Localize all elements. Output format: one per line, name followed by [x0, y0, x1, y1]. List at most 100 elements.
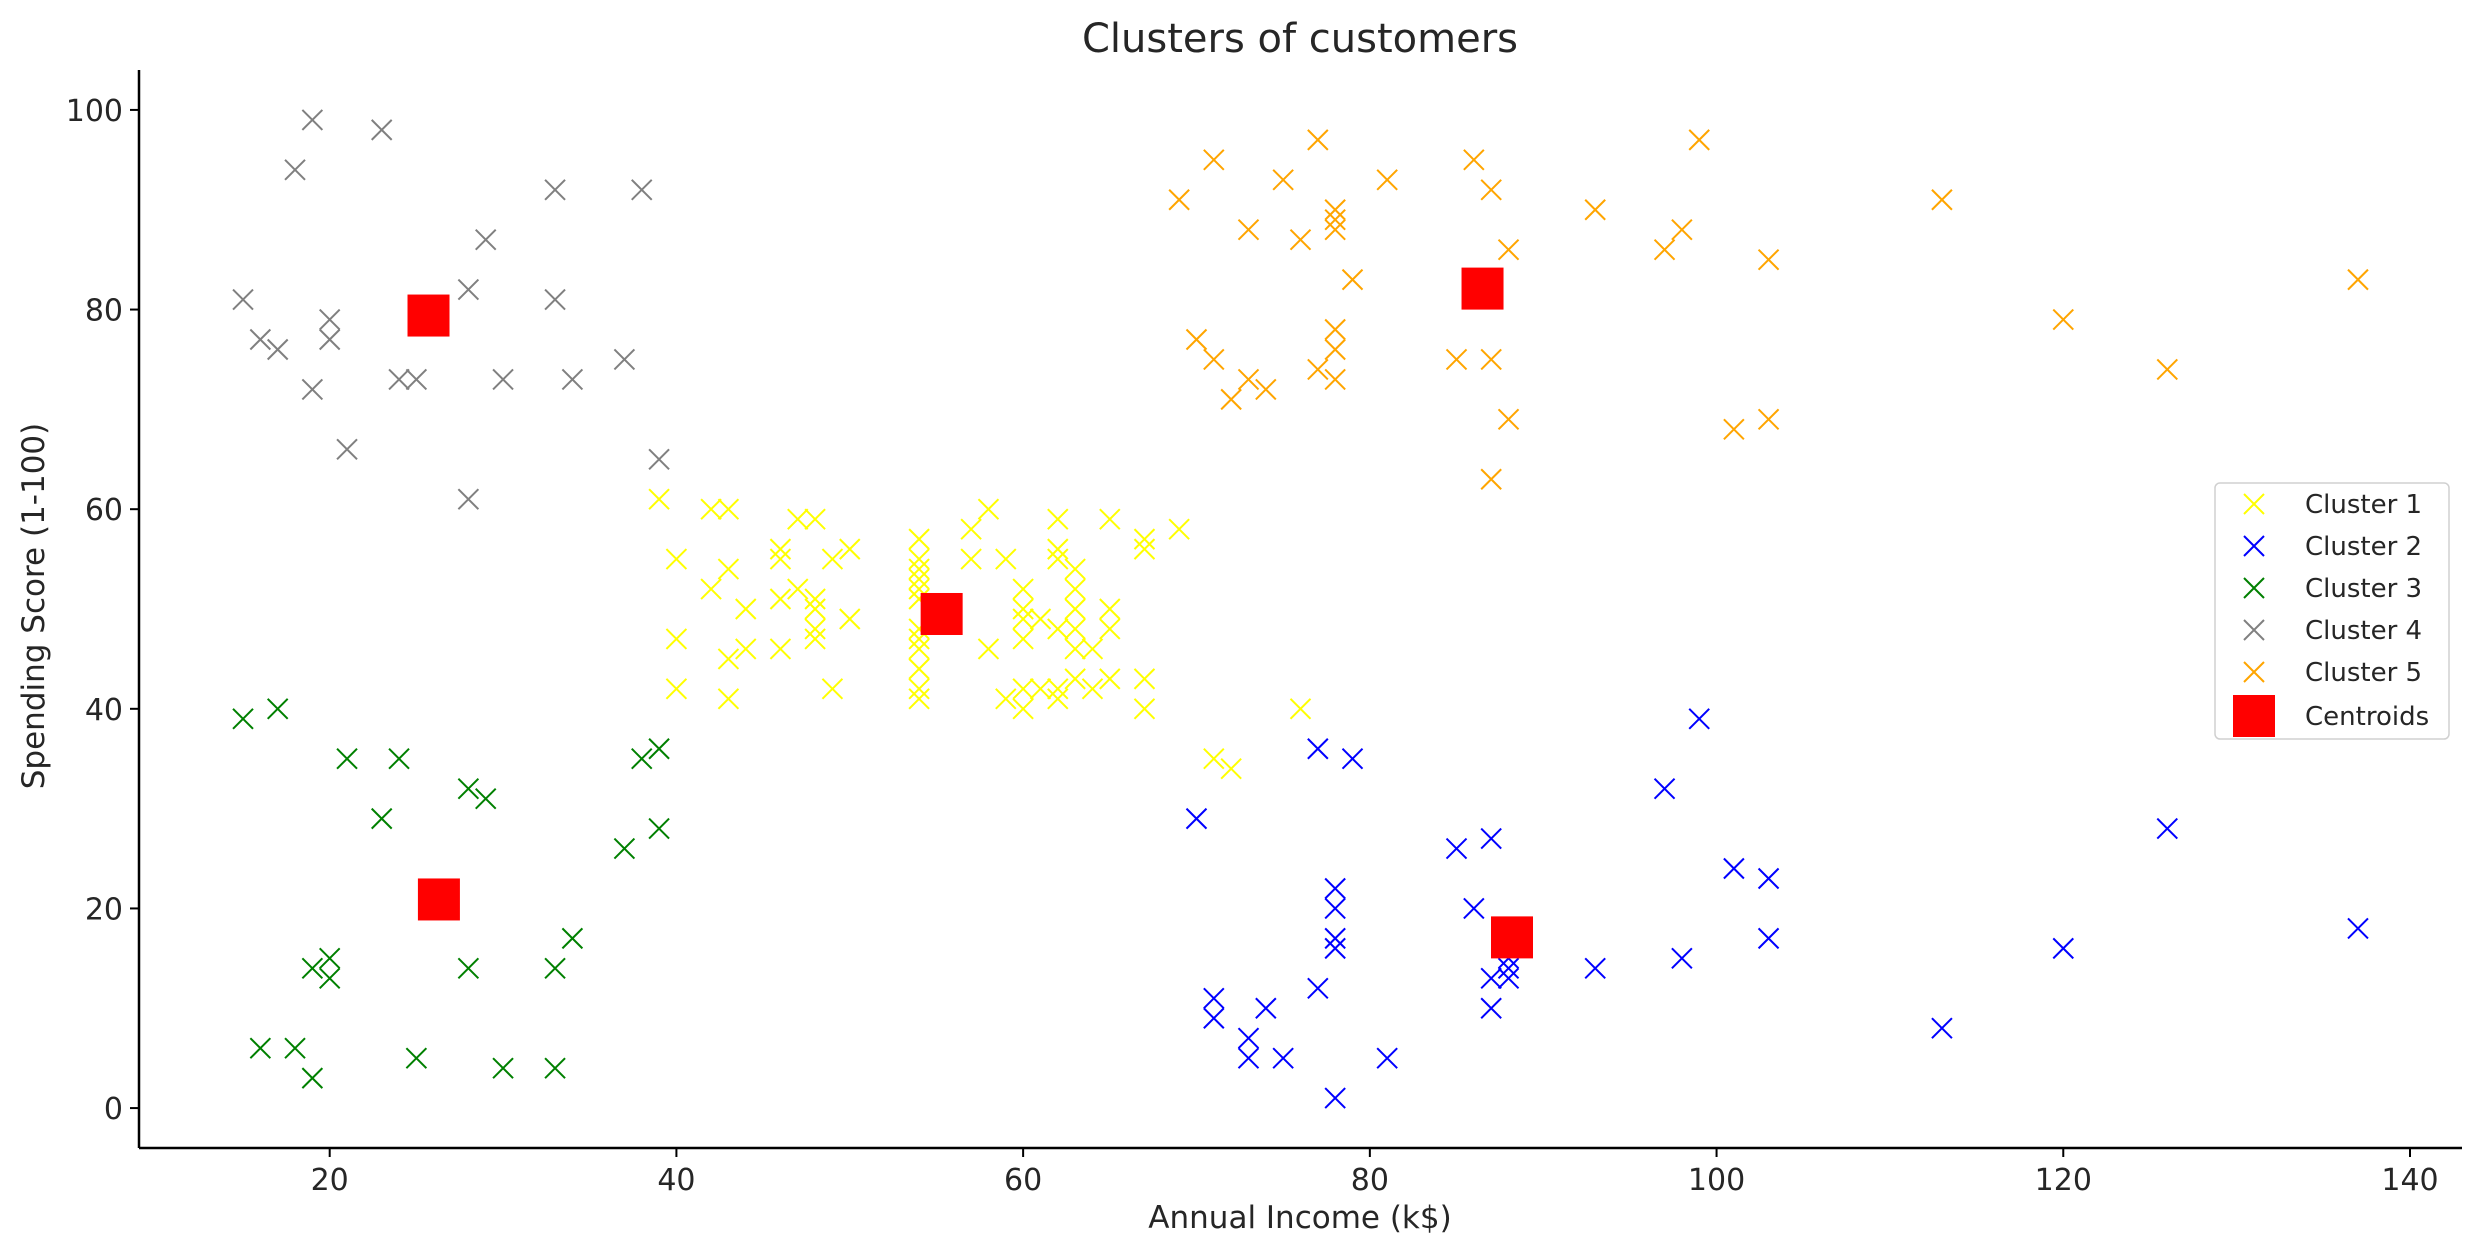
data-point — [457, 777, 480, 800]
data-point — [1081, 638, 1104, 660]
data-point — [1324, 1087, 1346, 1109]
data-point — [1497, 408, 1520, 431]
data-points — [232, 109, 2369, 1109]
data-point — [1220, 757, 1242, 780]
data-point — [1376, 169, 1398, 191]
legend-marker — [2243, 493, 2265, 515]
data-point — [839, 608, 861, 630]
data-point — [1185, 328, 1208, 351]
data-point — [769, 548, 792, 570]
chart-title: Clusters of customers — [1082, 16, 1518, 62]
data-point — [717, 558, 740, 580]
data-point — [1203, 748, 1225, 770]
centroid-marker — [407, 294, 450, 337]
data-point — [2347, 917, 2369, 940]
data-point — [492, 1057, 514, 1079]
data-point — [908, 638, 930, 660]
data-point — [665, 548, 688, 570]
x-axis-ticks: 20 40 60 80 100 120 140 — [311, 1148, 2439, 1198]
data-point — [1168, 189, 1190, 211]
data-point — [1168, 518, 1190, 540]
axes — [137, 70, 2462, 1150]
data-point — [908, 568, 930, 590]
data-point — [284, 1037, 306, 1059]
data-point — [1203, 1007, 1225, 1029]
data-point — [1289, 698, 1312, 720]
data-point — [266, 698, 289, 720]
data-point — [1324, 338, 1346, 361]
data-point — [249, 1037, 272, 1059]
x-tick-label: 140 — [2381, 1163, 2438, 1198]
data-point — [1012, 698, 1034, 720]
centroid-marker — [1490, 916, 1533, 959]
data-point — [1272, 169, 1294, 191]
data-point — [1463, 897, 1485, 920]
data-point — [336, 438, 358, 461]
data-point — [700, 578, 722, 600]
data-point — [821, 678, 844, 700]
data-point — [1133, 528, 1156, 550]
series-centroids — [407, 267, 1533, 959]
data-point — [1237, 218, 1260, 241]
data-point — [1029, 678, 1052, 700]
data-point — [1723, 857, 1745, 880]
data-point — [544, 179, 566, 201]
legend-marker — [2243, 619, 2265, 641]
data-point — [318, 967, 341, 990]
data-point — [804, 588, 826, 610]
data-point — [301, 378, 324, 401]
data-point — [1480, 468, 1502, 490]
data-point — [1185, 807, 1208, 830]
data-point — [232, 288, 254, 311]
data-point — [388, 368, 410, 391]
legend-marker — [2243, 661, 2265, 683]
legend-label: Centroids — [2305, 702, 2429, 732]
data-point — [908, 678, 930, 700]
y-axis-label: Spending Score (1-100) — [16, 423, 52, 790]
data-point — [735, 598, 757, 620]
data-point — [318, 328, 341, 351]
data-point — [492, 368, 514, 391]
data-point — [2156, 358, 2178, 381]
data-point — [717, 498, 740, 520]
data-point — [1047, 538, 1069, 560]
data-point — [1012, 598, 1034, 620]
data-point — [1480, 827, 1502, 850]
data-point — [1341, 268, 1364, 291]
data-point — [631, 748, 653, 770]
data-point — [665, 628, 688, 650]
data-point — [1653, 777, 1676, 800]
data-point — [960, 548, 982, 570]
data-point — [1099, 508, 1121, 530]
data-point — [1047, 618, 1069, 640]
data-point — [1497, 967, 1520, 990]
data-point — [561, 927, 584, 950]
x-axis-label: Annual Income (k$) — [1148, 1200, 1451, 1236]
data-point — [1324, 937, 1346, 960]
data-point — [1324, 209, 1346, 231]
data-point — [1653, 238, 1676, 261]
data-point — [1480, 348, 1502, 371]
legend-marker — [2243, 535, 2265, 557]
data-point — [1341, 748, 1364, 770]
legend-label: Cluster 1 — [2305, 490, 2422, 520]
data-point — [475, 787, 497, 810]
data-point — [2052, 308, 2074, 331]
data-point — [717, 688, 740, 710]
data-point — [457, 278, 480, 301]
data-point — [1220, 388, 1242, 411]
data-point — [1324, 368, 1346, 391]
data-point — [787, 508, 809, 530]
data-point — [908, 548, 930, 570]
y-tick-label: 60 — [85, 493, 123, 528]
data-point — [1324, 927, 1346, 950]
data-point — [1445, 837, 1468, 860]
series-cluster-2 — [1185, 708, 2369, 1109]
series-cluster-3 — [232, 698, 670, 1089]
data-point — [370, 807, 393, 830]
data-point — [1012, 578, 1034, 600]
series-cluster-1 — [648, 488, 1312, 780]
data-point — [648, 817, 670, 840]
data-point — [665, 678, 688, 700]
